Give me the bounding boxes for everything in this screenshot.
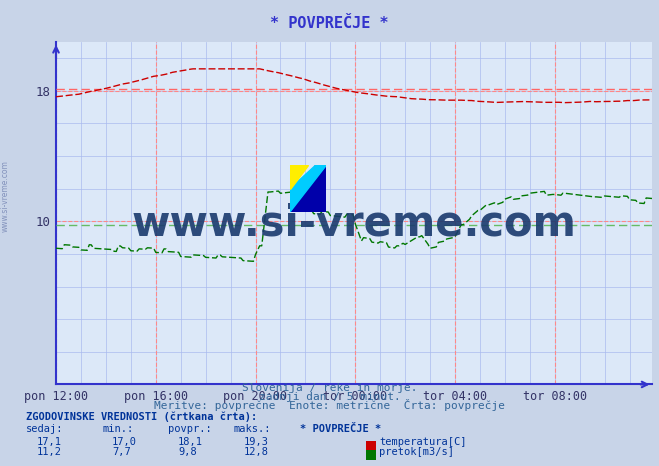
Text: 12,8: 12,8 <box>244 447 269 457</box>
Text: 18,1: 18,1 <box>178 437 203 446</box>
Text: temperatura[C]: temperatura[C] <box>379 437 467 446</box>
Text: min.:: min.: <box>102 425 133 434</box>
Text: * POVPREČJE *: * POVPREČJE * <box>270 16 389 31</box>
Polygon shape <box>290 165 326 212</box>
Text: 7,7: 7,7 <box>112 447 130 457</box>
Text: Meritve: povprečne  Enote: metrične  Črta: povprečje: Meritve: povprečne Enote: metrične Črta:… <box>154 399 505 411</box>
Text: 17,1: 17,1 <box>36 437 61 446</box>
Text: www.si-vreme.com: www.si-vreme.com <box>132 202 577 245</box>
Text: * POVPREČJE *: * POVPREČJE * <box>300 425 381 434</box>
Text: 11,2: 11,2 <box>36 447 61 457</box>
Text: zadnji dan / 5 minut.: zadnji dan / 5 minut. <box>258 392 401 402</box>
Text: Slovenija / reke in morje.: Slovenija / reke in morje. <box>242 383 417 392</box>
Text: maks.:: maks.: <box>234 425 272 434</box>
Text: 19,3: 19,3 <box>244 437 269 446</box>
Text: www.si-vreme.com: www.si-vreme.com <box>1 160 10 232</box>
Polygon shape <box>290 165 326 212</box>
Text: povpr.:: povpr.: <box>168 425 212 434</box>
Text: sedaj:: sedaj: <box>26 425 64 434</box>
Text: pretok[m3/s]: pretok[m3/s] <box>379 447 454 457</box>
Text: 17,0: 17,0 <box>112 437 137 446</box>
Polygon shape <box>290 165 308 189</box>
Text: ZGODOVINSKE VREDNOSTI (črtkana črta):: ZGODOVINSKE VREDNOSTI (črtkana črta): <box>26 412 258 422</box>
Text: 9,8: 9,8 <box>178 447 196 457</box>
